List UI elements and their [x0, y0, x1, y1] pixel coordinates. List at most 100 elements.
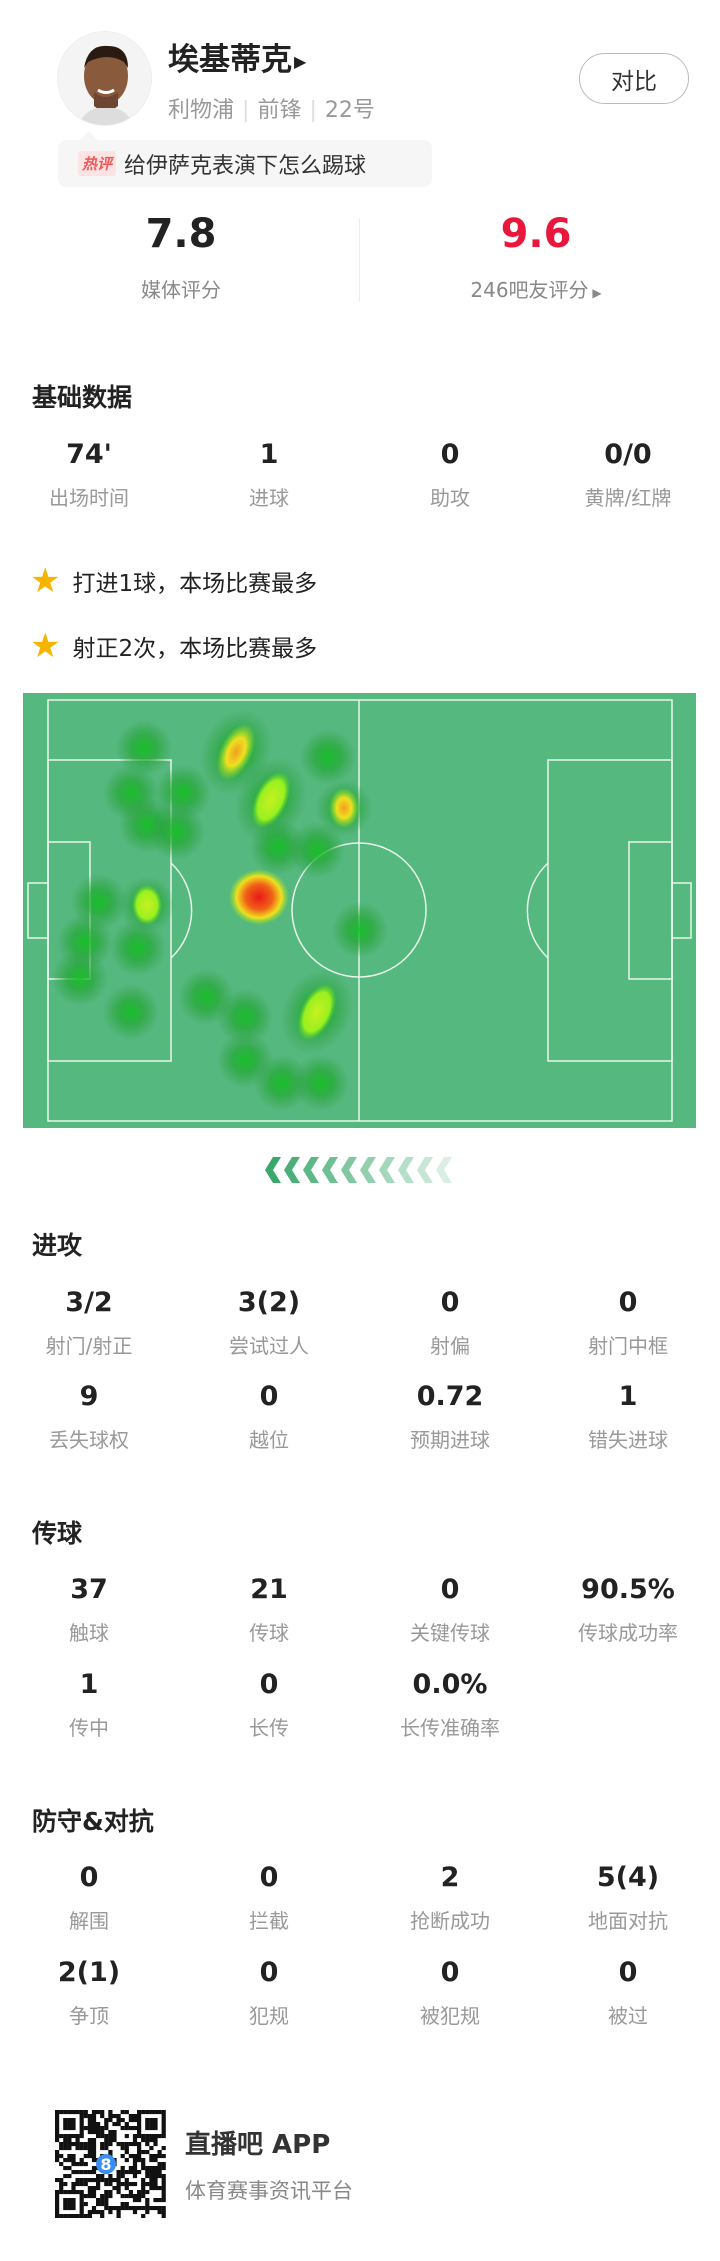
stat-label: 进球 — [249, 486, 289, 510]
stat-label: 被过 — [608, 2004, 648, 2028]
stat-label: 出场时间 — [49, 486, 129, 510]
heat-spot — [289, 822, 345, 878]
stat-value: 2 — [440, 1862, 460, 1893]
player-position: 前锋 — [257, 98, 302, 123]
stat-value: 0 — [440, 1574, 460, 1605]
play-arrow-icon: ▶ — [588, 286, 602, 300]
separator: | — [309, 98, 317, 123]
stat-basic: 0 助攻 — [360, 438, 540, 511]
heat-spot — [116, 720, 172, 776]
stat-value: 0.0% — [412, 1669, 488, 1700]
player-number: 22号 — [324, 98, 375, 123]
section-title-defense: 防守&对抗 — [32, 1807, 154, 1836]
heat-spot — [149, 804, 205, 860]
section-title-basic: 基础数据 — [32, 383, 133, 412]
media-rating-value: 7.8 — [145, 211, 217, 257]
stat-value: 3(2) — [237, 1287, 301, 1318]
section-title-attack: 进攻 — [32, 1231, 83, 1260]
stat-value: 0.72 — [416, 1381, 484, 1412]
stat-label: 助攻 — [430, 486, 470, 510]
qr-badge: 8 — [100, 2155, 111, 2174]
divider — [359, 218, 360, 302]
stat-defense: 0 被犯规 — [360, 1956, 540, 2029]
chevron-left-icon — [284, 1157, 300, 1183]
heat-spot-core — [216, 723, 256, 781]
highlight-item: ★ 射正2次，本场比赛最多 — [30, 629, 317, 663]
stat-label: 传球 — [249, 1621, 289, 1645]
stat-value: 0 — [440, 1957, 460, 1988]
stat-defense: 5(4) 地面对抗 — [538, 1861, 718, 1934]
stat-value: 1 — [259, 439, 279, 470]
stat-passing: 0 关键传球 — [360, 1573, 540, 1646]
stat-attack: 0 射门中框 — [538, 1286, 718, 1359]
app-slogan: 体育赛事资讯平台 — [185, 2179, 353, 2203]
stat-passing: 37 触球 — [0, 1573, 179, 1646]
heat-spot — [103, 984, 159, 1040]
heat-spot-core — [132, 885, 162, 925]
stat-label: 被犯规 — [420, 2004, 480, 2028]
heat-spot — [332, 902, 388, 958]
pitch-lines — [27, 699, 692, 1122]
heat-spot — [254, 1055, 310, 1111]
team-name: 利物浦 — [168, 98, 235, 123]
stat-value: 0 — [440, 439, 460, 470]
hot-comment-text: 给伊萨克表演下怎么踢球 — [124, 153, 367, 179]
heat-spot — [293, 1055, 349, 1111]
stat-value: 0 — [618, 1957, 638, 1988]
stat-attack: 9 丢失球权 — [0, 1380, 179, 1453]
media-rating-label: 媒体评分 — [141, 278, 221, 302]
stat-label: 长传准确率 — [400, 1716, 500, 1740]
highlight-text: 射正2次，本场比赛最多 — [72, 636, 318, 662]
stat-label: 尝试过人 — [229, 1334, 309, 1358]
highlight-text: 打进1球，本场比赛最多 — [72, 571, 318, 597]
stat-passing: 1 传中 — [0, 1668, 179, 1741]
hot-comment[interactable]: 热评 给伊萨克表演下怎么踢球 — [58, 131, 432, 187]
stat-label: 黄牌/红牌 — [584, 486, 672, 510]
section-title-passing: 传球 — [32, 1519, 83, 1548]
stat-defense: 2 抢断成功 — [360, 1861, 540, 1934]
stat-value: 0/0 — [604, 439, 652, 470]
heat-spot — [300, 729, 356, 785]
stat-label: 错失进球 — [588, 1428, 668, 1452]
heatmap-layer — [52, 709, 388, 1111]
stat-defense: 2(1) 争顶 — [0, 1956, 179, 2029]
stat-label: 预期进球 — [410, 1428, 490, 1452]
stat-label: 射偏 — [430, 1334, 470, 1358]
player-name-text: 埃基蒂克 — [168, 42, 292, 78]
stat-basic: 74' 出场时间 — [0, 438, 179, 511]
stat-defense: 0 犯规 — [179, 1956, 359, 2029]
media-rating: 7.8 媒体评分 — [31, 212, 331, 303]
chevron-left-icon — [341, 1157, 357, 1183]
stat-value: 74' — [66, 439, 112, 470]
hot-comment-tag: 热评 — [78, 151, 117, 176]
fan-rating-label-text: 246吧友评分 — [470, 278, 589, 302]
chevron-left-icon — [360, 1157, 376, 1183]
stat-defense: 0 解围 — [0, 1861, 179, 1934]
stat-value: 90.5% — [581, 1574, 675, 1605]
stat-value: 37 — [70, 1574, 108, 1605]
player-name[interactable]: 埃基蒂克 ▶ — [168, 34, 306, 79]
heatmap-pitch — [23, 693, 696, 1128]
chevron-left-icon — [417, 1157, 433, 1183]
stat-value: 0 — [618, 1287, 638, 1318]
heat-spot-core — [251, 771, 291, 829]
stat-label: 长传 — [249, 1716, 289, 1740]
fan-rating[interactable]: 9.6 246吧友评分 ▶ — [386, 212, 686, 303]
stat-passing: 0 长传 — [179, 1668, 359, 1741]
stat-defense: 0 被过 — [538, 1956, 718, 2029]
stat-value: 9 — [79, 1381, 99, 1412]
stat-passing: 90.5% 传球成功率 — [538, 1573, 718, 1646]
stat-label: 射门中框 — [588, 1334, 668, 1358]
stat-label: 拦截 — [249, 1909, 289, 1933]
stat-passing: 0.0% 长传准确率 — [360, 1668, 540, 1741]
stat-label: 触球 — [69, 1621, 109, 1645]
qr-code[interactable]: 8 — [55, 2110, 166, 2218]
stat-attack: 0 射偏 — [360, 1286, 540, 1359]
chevron-left-icon — [398, 1157, 414, 1183]
stat-value: 5(4) — [596, 1862, 660, 1893]
compare-button[interactable]: 对比 — [579, 53, 689, 104]
stat-label: 传中 — [69, 1716, 109, 1740]
player-avatar[interactable] — [57, 31, 152, 126]
stat-value: 0 — [259, 1669, 279, 1700]
stat-value: 0 — [440, 1287, 460, 1318]
